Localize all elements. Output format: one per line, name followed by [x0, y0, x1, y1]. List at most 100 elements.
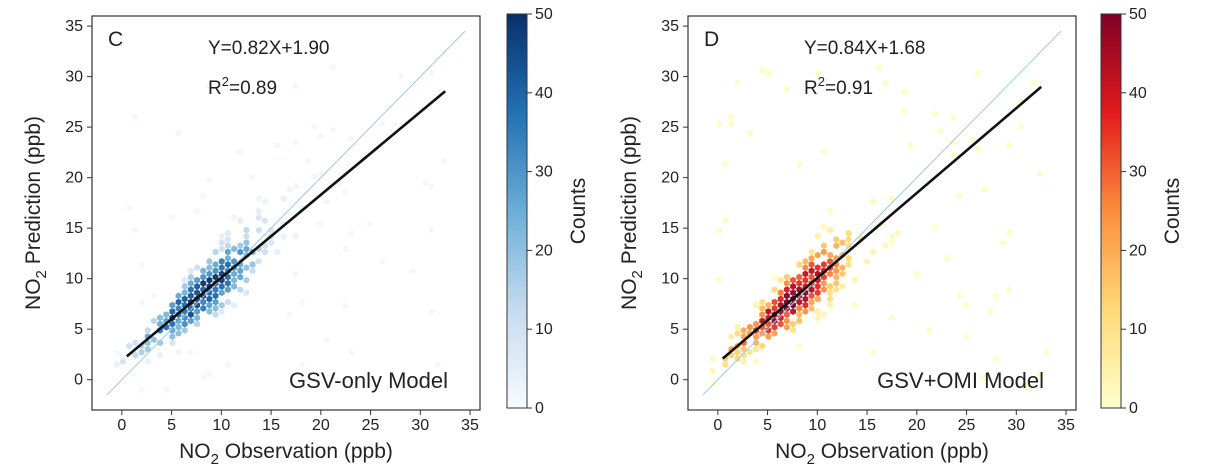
hexbin-cell [187, 348, 194, 356]
hexbin-cell [212, 248, 219, 256]
hexbin-cell [144, 358, 151, 365]
hexbin-cell [237, 286, 244, 293]
hexbin-cell [1006, 229, 1012, 237]
hexbin-cell [181, 320, 188, 328]
colorbar-label: Counts [1161, 178, 1184, 245]
colorbar-tick-label: 10 [535, 321, 553, 338]
hexbin-cell [218, 264, 225, 272]
hexbin-cell [975, 70, 981, 77]
hexbin-cell [243, 276, 250, 284]
hexbin-cell [907, 142, 914, 149]
hexbin-cell [132, 351, 139, 359]
x-axis-label: NO2 Observation (ppb) [179, 440, 393, 468]
x-tick-label: 30 [1007, 417, 1025, 434]
hexbin-cell [348, 229, 355, 237]
hexbin-cell [765, 70, 772, 77]
hexbin-cell [1018, 123, 1025, 131]
hexbin-cell [391, 120, 398, 127]
hexbin-cell [194, 283, 200, 290]
hexbin-cell [366, 220, 373, 228]
hexbin-cell [1036, 370, 1043, 378]
hexbin-cell [802, 264, 809, 272]
hexbin-cell [888, 195, 895, 203]
hexbin-cell [882, 242, 889, 250]
hexbin-cell [181, 276, 188, 284]
hexbin-cell [821, 273, 827, 281]
hexbin-cell [851, 276, 858, 284]
hexbin-cell [194, 301, 200, 309]
hexbin-cell [379, 120, 385, 127]
hexbin-cell [249, 173, 256, 181]
hexbin-cell [734, 355, 741, 362]
hexbin-cell [175, 298, 182, 306]
hexbin-cell [765, 301, 772, 309]
y-tick-label: 30 [65, 69, 83, 86]
hexbin-cell [796, 160, 803, 168]
hexbin-cell [765, 308, 772, 315]
hexbin-cell [200, 192, 207, 199]
hexbin-cell [808, 267, 815, 275]
hexbin-cell [808, 273, 815, 281]
hexbin-cell [225, 279, 231, 287]
hexbin-cell [194, 314, 200, 322]
hexbin-cell [150, 292, 157, 300]
colorbar-tick-label: 40 [535, 85, 553, 102]
hexbin-cell [342, 245, 348, 253]
hexbin-cell [212, 311, 219, 318]
hexbin-cell [194, 276, 200, 284]
hexbin-cell [746, 129, 753, 137]
hexbin-cell [225, 361, 231, 369]
hexbin-cell [237, 242, 244, 250]
hexbin-cell [950, 151, 957, 159]
colorbar-tick-label: 20 [535, 242, 553, 259]
hexbin-cell [255, 226, 262, 234]
hexbin-cell [206, 295, 213, 303]
hexbin-cell [827, 295, 833, 303]
hexbin-cell [126, 204, 133, 212]
hexbin-cell [839, 283, 846, 290]
y-tick-label: 20 [661, 170, 679, 187]
hexbin-cell [821, 148, 827, 156]
hexbin-cell [126, 342, 133, 350]
hexbin-cell [790, 276, 796, 284]
hexbin-cell [225, 242, 231, 250]
hexbin-cell [262, 248, 268, 256]
hexbin-cell [839, 270, 846, 278]
hexbin-cell [225, 261, 231, 268]
y-tick-label: 5 [670, 321, 679, 338]
hexbin-cell [716, 276, 722, 284]
y-tick-label: 25 [65, 119, 83, 136]
regression-line [125, 90, 447, 358]
hexbin-cell [746, 348, 753, 356]
hexbin-cell [206, 270, 213, 278]
hexbin-cell [827, 283, 833, 290]
hexbin-cell [771, 330, 778, 337]
hexbin-cell [783, 317, 790, 325]
x-tick-label: 25 [958, 417, 976, 434]
hexbin-cell [783, 323, 790, 331]
y-tick-label: 15 [65, 220, 83, 237]
hexbin-cell [200, 267, 207, 275]
hexbin-cell [845, 254, 852, 262]
hexbin-cell [716, 120, 722, 127]
hexbin-cell [814, 264, 821, 272]
hexbin-cell [194, 289, 200, 297]
hexbin-cell [845, 242, 852, 250]
hexbin-cell [870, 198, 877, 206]
hexbin-cell [286, 311, 293, 318]
hexbin-cell [771, 323, 778, 331]
hexbin-cell [169, 339, 176, 347]
hexbin-cell [783, 286, 790, 293]
hexbin-cell [157, 314, 163, 322]
hexbin-cell [225, 236, 231, 243]
hexbin-cell [913, 270, 920, 278]
hexbin-cell [397, 73, 404, 80]
hexbin-cell [783, 279, 790, 287]
hexbin-cell [311, 173, 318, 181]
hexbin-cell [827, 207, 833, 215]
x-tick-label: 30 [411, 417, 429, 434]
hexbin-cell [440, 157, 447, 165]
hexbin-cell [932, 110, 938, 118]
hexbin-cell [138, 386, 145, 394]
x-tick-label: 35 [461, 417, 479, 434]
